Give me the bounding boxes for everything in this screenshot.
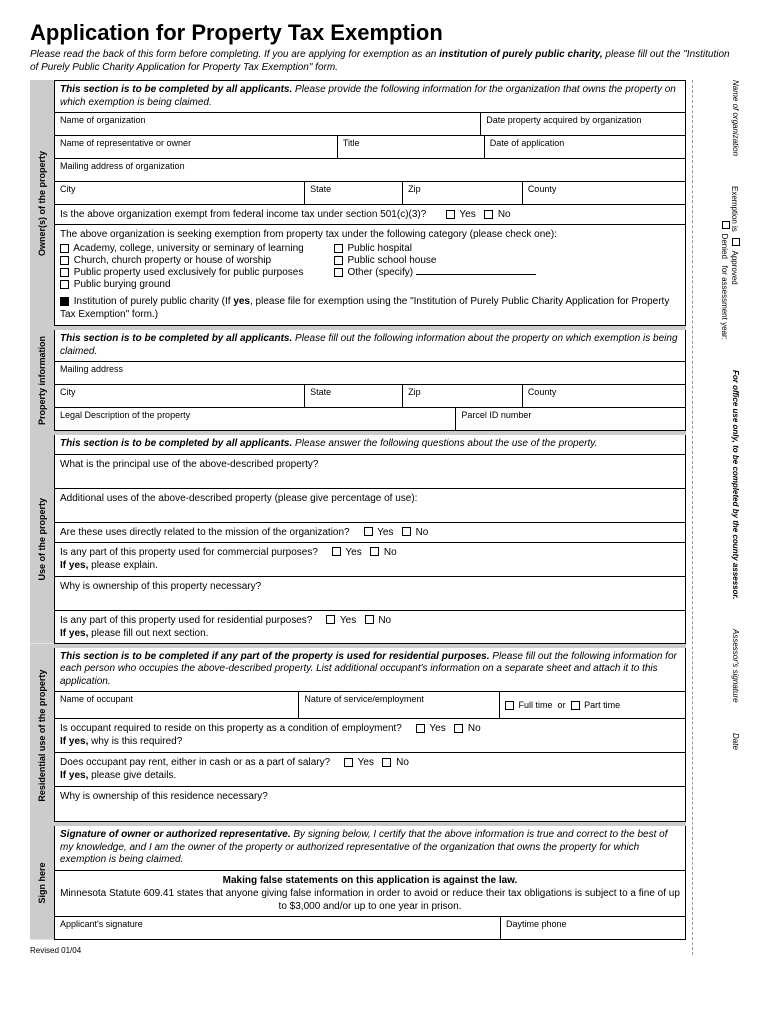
field-prop-county[interactable]: County (523, 385, 685, 407)
checkbox-school[interactable] (334, 256, 343, 265)
checkbox-rent-yes[interactable] (344, 758, 353, 767)
field-legal-desc[interactable]: Legal Description of the property (55, 408, 456, 430)
checkbox-approved[interactable] (732, 238, 740, 246)
checkbox-rent-no[interactable] (382, 758, 391, 767)
checkbox-501-yes[interactable] (446, 210, 455, 219)
field-zip[interactable]: Zip (403, 182, 523, 204)
section-sign: Sign here Signature of owner or authoriz… (30, 822, 686, 940)
field-prop-zip[interactable]: Zip (403, 385, 523, 407)
section-property-info: Property information This section is to … (30, 326, 686, 431)
question-commercial: Is any part of this property used for co… (55, 543, 685, 577)
field-parcel-id[interactable]: Parcel ID number (456, 408, 685, 430)
field-nature-service[interactable]: Nature of service/employment (299, 692, 500, 718)
office-use-column: Name of organization Exemption is Approv… (692, 80, 740, 955)
field-state[interactable]: State (305, 182, 403, 204)
section-residential: Residential use of the property This sec… (30, 644, 686, 823)
checkbox-denied[interactable] (722, 221, 730, 229)
checkbox-public-property[interactable] (60, 268, 69, 277)
field-city[interactable]: City (55, 182, 305, 204)
question-ownership-necessary[interactable]: Why is ownership of this property necess… (55, 577, 685, 611)
field-prop-city[interactable]: City (55, 385, 305, 407)
question-rent: Does occupant pay rent, either in cash o… (55, 753, 685, 787)
section-residential-label: Residential use of the property (30, 648, 54, 823)
question-501c3: Is the above organization exempt from fe… (55, 205, 685, 225)
checkbox-residential-yes[interactable] (326, 615, 335, 624)
question-residence-necessary[interactable]: Why is ownership of this residence neces… (55, 787, 685, 821)
checkbox-parttime[interactable] (571, 701, 580, 710)
checkbox-mission-no[interactable] (402, 527, 411, 536)
field-occupant-name[interactable]: Name of occupant (55, 692, 299, 718)
checkbox-commercial-no[interactable] (370, 547, 379, 556)
checkbox-academy[interactable] (60, 244, 69, 253)
field-prop-mail[interactable]: Mailing address (55, 362, 685, 384)
checkbox-charity[interactable] (60, 297, 69, 306)
page-subtitle: Please read the back of this form before… (30, 48, 740, 74)
checkbox-501-no[interactable] (484, 210, 493, 219)
question-reside-required: Is occupant required to reside on this p… (55, 719, 685, 753)
question-residential: Is any part of this property used for re… (55, 611, 685, 643)
checkbox-commercial-yes[interactable] (332, 547, 341, 556)
checkbox-reside-no[interactable] (454, 724, 463, 733)
field-org-name[interactable]: Name of organization (55, 113, 481, 135)
section-owners-label: Owner(s) of the property (30, 80, 54, 326)
field-date-acquired[interactable]: Date property acquired by organization (481, 113, 685, 135)
checkbox-church[interactable] (60, 256, 69, 265)
revised-date: Revised 01/04 (30, 946, 686, 955)
section-use-label: Use of the property (30, 435, 54, 644)
section-use: Use of the property This section is to b… (30, 431, 686, 644)
section-sign-label: Sign here (30, 826, 54, 940)
checkbox-reside-yes[interactable] (416, 724, 425, 733)
checkbox-hospital[interactable] (334, 244, 343, 253)
field-signature[interactable]: Applicant's signature (55, 917, 501, 939)
field-prop-state[interactable]: State (305, 385, 403, 407)
field-date-application[interactable]: Date of application (485, 136, 685, 158)
question-additional-uses[interactable]: Additional uses of the above-described p… (55, 489, 685, 523)
checkbox-mission-yes[interactable] (364, 527, 373, 536)
field-daytime-phone[interactable]: Daytime phone (501, 917, 685, 939)
checkbox-residential-no[interactable] (365, 615, 374, 624)
field-representative[interactable]: Name of representative or owner (55, 136, 338, 158)
question-mission: Are these uses directly related to the m… (55, 523, 685, 543)
checkbox-fulltime[interactable] (505, 701, 514, 710)
field-title[interactable]: Title (338, 136, 485, 158)
checkbox-burying-ground[interactable] (60, 280, 69, 289)
warning-false-statements: Making false statements on this applicat… (55, 871, 685, 917)
page-title: Application for Property Tax Exemption (30, 20, 740, 46)
field-mailing-address[interactable]: Mailing address of organization (55, 159, 685, 181)
section-property-info-label: Property information (30, 330, 54, 431)
checkbox-other[interactable] (334, 268, 343, 277)
section-owners: Owner(s) of the property This section is… (30, 80, 686, 326)
question-principal-use[interactable]: What is the principal use of the above-d… (55, 455, 685, 489)
field-county[interactable]: County (523, 182, 685, 204)
